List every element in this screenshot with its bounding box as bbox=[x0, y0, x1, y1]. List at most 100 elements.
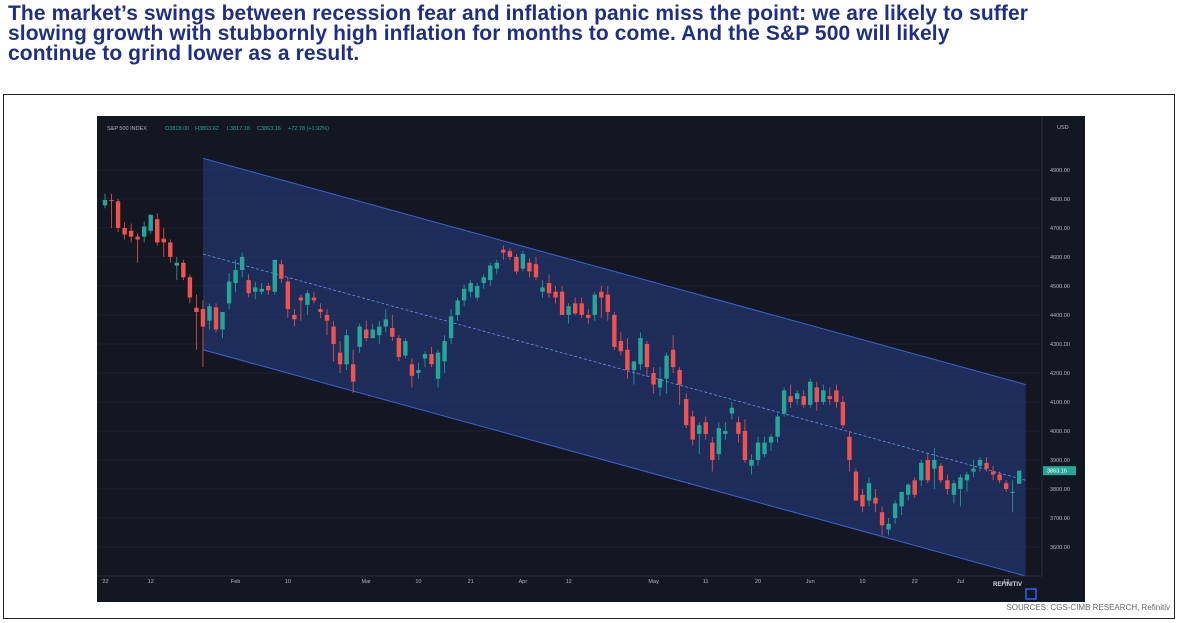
x-tick-label: 10 bbox=[415, 579, 421, 585]
candle-body bbox=[821, 390, 826, 402]
candle-body bbox=[755, 442, 761, 460]
candle-body bbox=[932, 459, 937, 469]
candle-body bbox=[905, 484, 911, 495]
candle-body bbox=[664, 355, 669, 379]
currency-label: USD bbox=[1057, 125, 1069, 131]
candle-body bbox=[612, 314, 617, 347]
candle-body bbox=[788, 396, 793, 402]
candle-body bbox=[945, 480, 950, 489]
candle-body bbox=[403, 341, 408, 356]
last-price-text: 3863.16 bbox=[1047, 469, 1067, 475]
brand-label: REFINITIV bbox=[993, 582, 1022, 588]
candle-body bbox=[331, 326, 336, 344]
y-tick-label: 4000.00 bbox=[1050, 429, 1070, 435]
candle-body bbox=[749, 459, 754, 466]
x-tick-label: Mar bbox=[361, 579, 371, 585]
candle-body bbox=[396, 338, 402, 357]
candle-body bbox=[442, 341, 447, 362]
candle-body bbox=[977, 459, 983, 466]
candle-body bbox=[233, 269, 238, 284]
source-note: SOURCES: CGS-CIMB RESEARCH, Refinitiv bbox=[1006, 603, 1170, 612]
regression-channel bbox=[202, 157, 1026, 577]
close-value: C3863.16 bbox=[257, 126, 281, 132]
candle-body bbox=[194, 307, 199, 313]
candle-body bbox=[370, 329, 375, 339]
candle-body bbox=[155, 219, 160, 243]
candle-body bbox=[566, 306, 571, 315]
x-tick-label: Apr bbox=[519, 579, 528, 585]
y-tick-label: 3600.00 bbox=[1050, 545, 1070, 551]
candle-body bbox=[631, 361, 637, 371]
candle-body bbox=[148, 214, 153, 231]
candle-body bbox=[109, 200, 114, 202]
candle-body bbox=[357, 326, 362, 347]
candle-body bbox=[475, 285, 480, 298]
candle-body bbox=[161, 238, 166, 243]
candle-body bbox=[553, 291, 558, 298]
candle-body bbox=[794, 393, 800, 400]
candle-body bbox=[716, 428, 722, 455]
candle-body bbox=[618, 341, 624, 352]
y-tick-label: 4800.00 bbox=[1050, 197, 1070, 203]
x-tick-label: '22 bbox=[101, 579, 108, 585]
candle-body bbox=[207, 306, 212, 321]
y-tick-label: 4100.00 bbox=[1050, 400, 1070, 406]
candle-body bbox=[559, 291, 565, 315]
candle-body bbox=[990, 471, 996, 475]
y-tick-label: 4600.00 bbox=[1050, 255, 1070, 261]
candle-body bbox=[141, 226, 147, 237]
candle-body bbox=[762, 442, 767, 455]
candle-body bbox=[226, 281, 232, 304]
candle-body bbox=[468, 283, 473, 292]
symbol-label: S&P 500 INDEX bbox=[107, 126, 147, 132]
candle-body bbox=[344, 335, 349, 365]
x-tick-label: 10 bbox=[285, 579, 291, 585]
candle-body bbox=[1017, 470, 1022, 484]
grid bbox=[97, 169, 1042, 548]
candle-body bbox=[259, 288, 264, 292]
x-tick-label: Jun bbox=[806, 579, 815, 585]
candle-body bbox=[448, 316, 454, 339]
candle-body bbox=[337, 352, 343, 365]
candle-body bbox=[834, 390, 839, 402]
x-tick-label: 20 bbox=[755, 579, 761, 585]
candle-body bbox=[925, 459, 930, 481]
candle-body bbox=[892, 503, 898, 518]
y-tick-label: 4500.00 bbox=[1050, 284, 1070, 290]
candle-body bbox=[625, 349, 630, 371]
candle-body bbox=[781, 390, 787, 414]
x-tick-label: Feb bbox=[231, 579, 240, 585]
x-tick-label: 22 bbox=[912, 579, 918, 585]
candle-body bbox=[742, 430, 748, 460]
candle-body bbox=[239, 256, 245, 270]
x-tick-label: 12 bbox=[566, 579, 572, 585]
y-tick-label: 3800.00 bbox=[1050, 487, 1070, 493]
candle-body bbox=[586, 314, 591, 318]
candle-body bbox=[501, 249, 506, 253]
candle-body bbox=[324, 314, 330, 321]
candle-body bbox=[135, 236, 140, 240]
candle-body bbox=[958, 477, 963, 489]
candle-body bbox=[520, 254, 526, 269]
candle-body bbox=[572, 303, 578, 314]
price-axis: 3600.00 3700.00 3800.00 3900.00 4000.00 4100.… bbox=[1050, 168, 1070, 551]
candle-body bbox=[599, 291, 604, 298]
candle-body bbox=[455, 300, 460, 315]
candle-body bbox=[102, 200, 108, 206]
candle-body bbox=[213, 307, 219, 330]
last-price-tag: 3863.16 bbox=[1043, 466, 1076, 476]
candle-body bbox=[951, 483, 957, 495]
candle-body bbox=[377, 326, 382, 336]
channel-mid-line bbox=[202, 253, 1026, 481]
candle-body bbox=[997, 474, 1002, 481]
candle-body bbox=[298, 297, 304, 301]
candle-body bbox=[409, 364, 415, 376]
candle-body bbox=[266, 285, 271, 291]
candle-body bbox=[808, 381, 813, 405]
candle-body bbox=[507, 251, 513, 257]
candle-body bbox=[879, 512, 885, 526]
x-tick-label: May bbox=[648, 579, 659, 585]
x-tick-label: 21 bbox=[468, 579, 474, 585]
channel-upper-line bbox=[202, 157, 1026, 386]
y-tick-label: 4400.00 bbox=[1050, 313, 1070, 319]
